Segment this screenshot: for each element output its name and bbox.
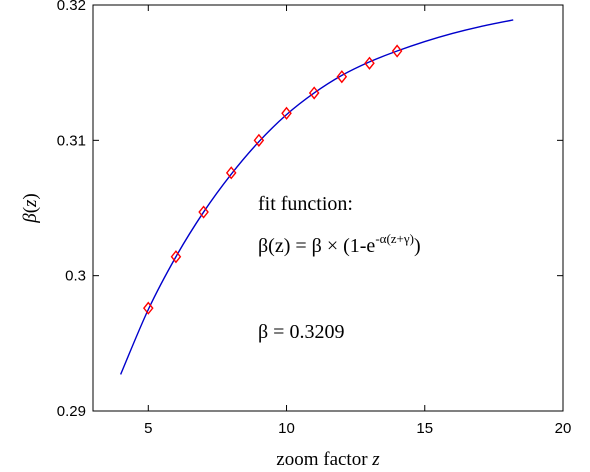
x-axis-label: zoom factor z xyxy=(276,449,380,470)
x-tick-label: 5 xyxy=(144,420,152,437)
data-point-marker xyxy=(170,250,182,264)
data-point-marker xyxy=(142,301,154,315)
data-point-marker xyxy=(336,70,348,84)
data-point-marker xyxy=(253,133,265,147)
fit-function-formula: β(z) = β × (1-e-α(z+γ)) xyxy=(258,231,421,257)
x-tick-label: 20 xyxy=(555,420,572,437)
x-tick-label: 15 xyxy=(416,420,433,437)
y-axis-label: β(z) xyxy=(20,193,41,224)
y-tick-label: 0.29 xyxy=(57,403,86,420)
data-point-marker xyxy=(281,106,292,120)
fit-curve xyxy=(120,19,514,375)
fit-function-title: fit function: xyxy=(258,193,353,215)
y-tick-label: 0.31 xyxy=(57,132,86,149)
beta-value: β = 0.3209 xyxy=(258,321,344,343)
y-tick-label: 0.32 xyxy=(57,0,86,14)
data-point-marker xyxy=(225,166,237,180)
y-tick-label: 0.3 xyxy=(65,268,86,285)
data-point-marker xyxy=(364,56,375,70)
data-point-marker xyxy=(198,205,209,219)
x-tick-label: 10 xyxy=(278,420,295,437)
plot-area xyxy=(92,4,564,412)
data-point-marker xyxy=(308,86,320,100)
data-point-marker xyxy=(391,44,403,58)
